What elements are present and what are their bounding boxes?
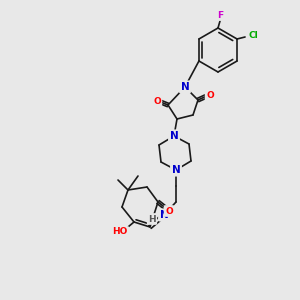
Text: HO: HO [112, 227, 128, 236]
Text: H: H [148, 214, 156, 224]
Text: O: O [165, 206, 173, 215]
Text: N: N [181, 82, 189, 92]
Text: N: N [172, 165, 180, 175]
Text: Cl: Cl [248, 31, 258, 40]
Text: F: F [217, 11, 223, 20]
Text: O: O [153, 97, 161, 106]
Text: N: N [169, 131, 178, 141]
Text: N: N [160, 210, 168, 220]
Text: O: O [206, 91, 214, 100]
